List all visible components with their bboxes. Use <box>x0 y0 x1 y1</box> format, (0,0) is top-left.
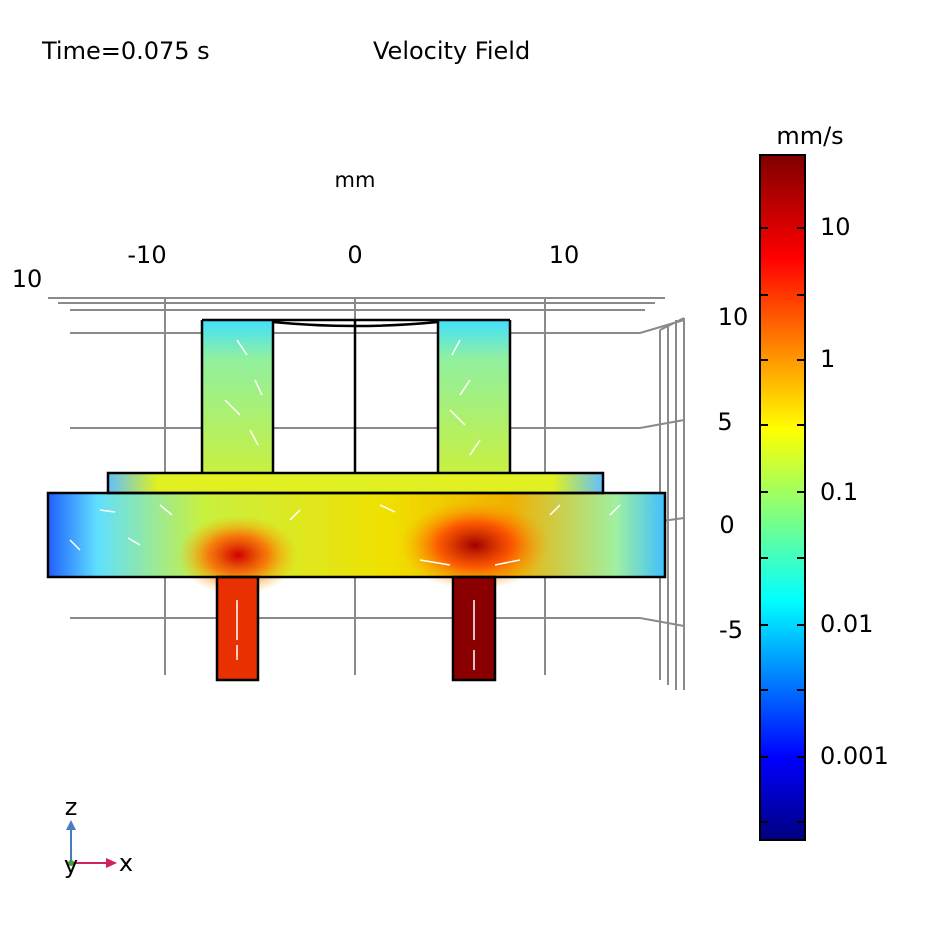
colorbar: mm/s 10 1 0.1 0.01 0.001 <box>759 122 889 841</box>
triad-label: x <box>119 849 133 877</box>
geometry <box>46 318 667 682</box>
colorbar-scale <box>759 154 806 841</box>
velocity-arrows <box>69 339 621 670</box>
x-tick-label: 10 <box>549 241 580 269</box>
time-label: Time=0.075 s <box>41 37 210 65</box>
colorbar-unit: mm/s <box>776 122 843 150</box>
triad-label: y <box>64 851 78 879</box>
colorbar-label: 0.01 <box>820 610 873 638</box>
colorbar-label: 0.1 <box>820 478 858 506</box>
z-tick-label: 5 <box>717 408 732 436</box>
axis-unit: mm <box>335 168 376 192</box>
colorbar-label: 1 <box>820 345 835 373</box>
colorbar-label: 10 <box>820 213 851 241</box>
x-tick-label: -10 <box>127 241 166 269</box>
axis-triad: z y x <box>64 793 133 879</box>
z-tick-label: 10 <box>718 303 749 331</box>
colorbar-label: 0.001 <box>820 742 889 770</box>
x-tick-label: 0 <box>347 241 362 269</box>
triad-label: z <box>65 793 78 821</box>
plot-title: Velocity Field <box>373 37 530 65</box>
z-tick-label: -5 <box>719 616 743 644</box>
z-tick-label: 0 <box>719 511 734 539</box>
y-tick-label: 10 <box>12 265 43 293</box>
